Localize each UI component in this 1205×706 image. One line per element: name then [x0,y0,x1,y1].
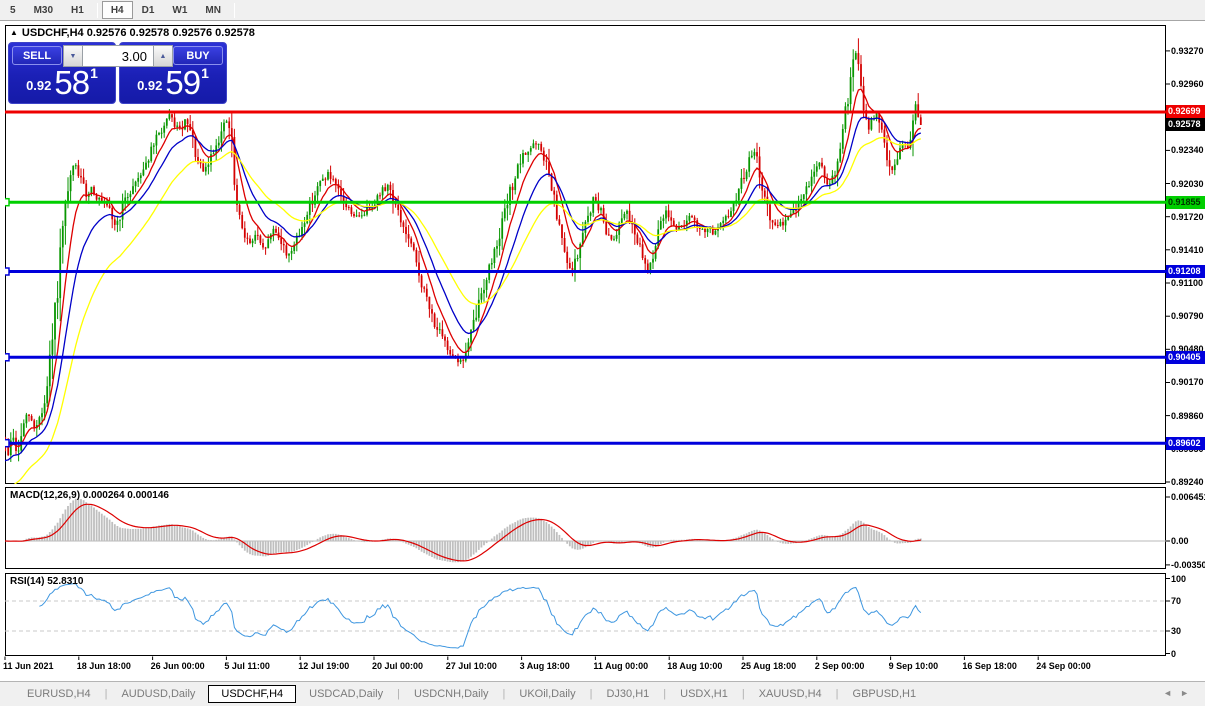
hline-price-badge[interactable]: 0.91208 [1166,264,1205,278]
price-scale-tick: 0.91410 [1171,244,1204,255]
down-arrow-icon: ▼ [69,52,77,60]
rsi-scale-tick: 100 [1171,573,1187,584]
tab-separator: | [502,688,506,700]
price-scale-tick: 0.89240 [1171,476,1204,487]
price-scale-tick: 0.92030 [1171,178,1204,189]
sell-price: 0.92581 [9,64,115,102]
date-axis-label: 16 Sep 18:00 [962,661,1017,671]
buy-price-sup: 1 [201,65,209,81]
tab-separator: | [104,688,108,700]
price-scale-tick: 0.93270 [1171,45,1204,56]
rsi-scale-tick: 30 [1171,626,1182,636]
date-axis-label: 27 Jul 10:00 [445,661,497,671]
tab-usdcad-daily[interactable]: USDCAD,Daily [309,688,384,700]
buy-price: 0.92591 [120,64,226,102]
volume-input[interactable] [83,45,153,67]
rsi-scale-tick: 70 [1171,596,1182,606]
hline-price-badge[interactable]: 0.90405 [1166,350,1205,364]
toolbar-separator [96,2,98,18]
rsi-panel[interactable] [5,573,1166,656]
macd-panel[interactable] [5,487,1166,569]
tab-eurusd-h4[interactable]: EURUSD,H4 [27,688,91,700]
price-scale-tick: 0.91720 [1171,211,1204,222]
buy-price-big: 59 [165,64,201,101]
tab-separator: | [835,688,839,700]
volume-increase-button[interactable]: ▲ [153,45,173,67]
timeframe-button-m30[interactable]: M30 [33,4,54,16]
rsi-scale-tick: 0 [1171,648,1177,659]
date-axis-label: 18 Jun 18:00 [76,661,131,671]
price-scale-tick: 0.92650 [1171,112,1204,123]
tab-ukoil-daily[interactable]: UKOil,Daily [519,688,576,700]
current-price-badge: 0.92578 [1166,118,1205,132]
buy-price-small: 0.92 [137,78,163,93]
price-scale-tick: 0.90170 [1171,377,1204,388]
timeframe-button-h4[interactable]: H4 [101,1,133,19]
tab-xauusd-h4[interactable]: XAUUSD,H4 [758,688,822,700]
buy-button[interactable]: BUY [173,46,223,65]
tab-usdcnh-daily[interactable]: USDCNH,Daily [413,688,489,700]
tab-usdx-h1[interactable]: USDX,H1 [680,688,728,700]
macd-scale-tick: 0.00 [1171,536,1189,546]
volume-decrease-button[interactable]: ▼ [63,45,83,67]
tab-separator: | [397,688,400,700]
price-scale-tick: 0.92960 [1171,79,1204,90]
price-scale-tick: 0.91100 [1171,278,1204,288]
date-axis-label: 5 Jul 11:00 [224,661,270,671]
tab-separator: | [663,688,667,700]
timeframe-button-5[interactable]: 5 [10,4,16,16]
symbol-tab-bar: EURUSD,H4 | AUDUSD,Daily USDCHF,H4 USDCAD,Da… [0,681,1205,706]
toolbar-separator [233,2,235,18]
tab-separator: | [741,688,745,700]
date-axis-label: 9 Sep 10:00 [888,661,939,671]
sell-price-sup: 1 [90,65,98,81]
sell-price-small: 0.92 [26,78,52,93]
tab-scroll-arrows[interactable]: ◄► [1163,688,1197,698]
macd-scale-tick: -0.00350 [1171,559,1205,570]
tab-usdchf-h4[interactable]: USDCHF,H4 [208,685,297,703]
macd-label: MACD(12,26,9) 0.000264 0.000146 [10,490,169,501]
date-axis-label: 24 Sep 00:00 [1036,661,1091,671]
rsi-label: RSI(14) 52.8310 [10,576,84,587]
date-axis-label: 2 Sep 00:00 [814,661,865,671]
date-axis-label: 26 Jun 00:00 [150,661,205,671]
hline-price-badge[interactable]: 0.91855 [1166,195,1205,209]
hline-price-badge[interactable]: 0.89602 [1166,436,1205,450]
date-axis-label: 12 Jul 19:00 [298,661,350,671]
one-click-trading-panel: SELL 0.92581 BUY 0.92591 ▼ ▲ [8,42,227,104]
symbol-marker-icon: ▲ [10,28,18,37]
timeframe-toolbar: 5 M30 H1 H4 D1 W1 MN [0,0,1205,21]
date-axis-label: 20 Jul 00:00 [372,661,424,671]
price-scale-tick: 0.92340 [1171,145,1204,156]
volume-spinner: ▼ ▲ [63,45,173,67]
date-axis-label: 3 Aug 18:00 [519,661,570,671]
timeframe-button-h1[interactable]: H1 [71,4,84,16]
chart-title-text: USDCHF,H4 0.92576 0.92578 0.92576 0.9257… [21,27,255,39]
price-scale-tick: 0.90480 [1171,344,1204,355]
price-scale-tick: 0.89860 [1171,410,1204,421]
date-axis-label: 11 Aug 00:00 [593,661,649,671]
macd-scale-tick: 0.006451 [1171,492,1205,502]
date-axis-label: 18 Aug 10:00 [667,661,723,671]
up-arrow-icon: ▲ [159,52,167,60]
sell-button[interactable]: SELL [12,46,62,65]
tab-separator: | [589,688,593,700]
price-scale-tick: 0.89550 [1171,443,1204,454]
chart-title: ▲ USDCHF,H4 0.92576 0.92578 0.92576 0.925… [10,27,255,39]
tab-dj30-h1[interactable]: DJ30,H1 [606,688,650,700]
tab-gbpusd-h1[interactable]: GBPUSD,H1 [852,688,917,700]
tab-audusd-daily[interactable]: AUDUSD,Daily [121,688,196,700]
price-scale-tick: 0.90790 [1171,311,1204,322]
date-axis-label: 25 Aug 18:00 [741,661,797,671]
timeframe-button-w1[interactable]: W1 [172,4,188,16]
timeframe-button-d1[interactable]: D1 [141,4,155,16]
hline-price-badge[interactable]: 0.92699 [1166,105,1205,119]
date-axis-label: 11 Jun 2021 [3,661,54,671]
timeframe-button-mn[interactable]: MN [205,4,221,16]
sell-price-big: 58 [54,64,90,101]
